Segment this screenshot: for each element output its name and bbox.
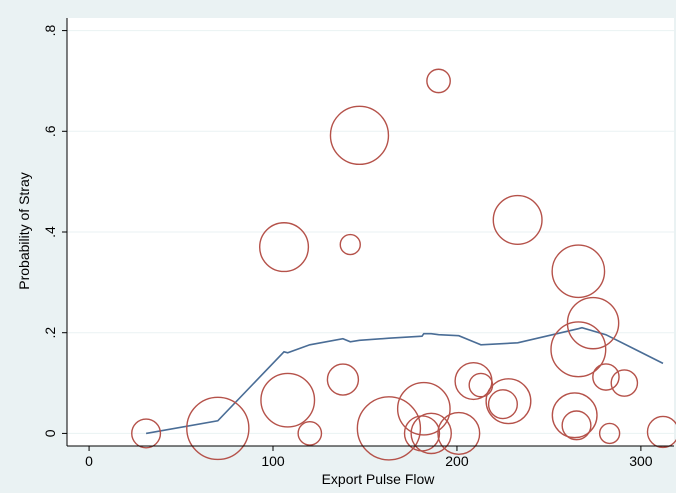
data-point-bubble [598,422,621,445]
data-point-bubble [487,389,518,420]
data-point-bubble [260,372,316,428]
gridlines [67,30,674,434]
data-point-bubble [426,68,451,94]
data-point-bubble [551,392,598,439]
y-tick-label: .6 [42,125,58,137]
data-point-bubble [297,421,323,446]
bubble-layer [131,68,676,461]
fitted-line [145,326,664,435]
data-point-bubble [592,363,620,391]
axes: 0 .2 .4 .6 .8 0 100 200 300 [42,18,674,469]
data-point-bubble [356,396,422,461]
y-axis-title: Probability of Stray [16,172,32,290]
x-tick-label: 100 [261,453,285,469]
data-point-bubble [326,363,360,396]
data-point-bubble [329,105,390,166]
data-point-bubble [492,194,543,245]
data-point-bubble [551,244,606,299]
data-point-bubble [186,396,250,461]
data-point-bubble [131,418,162,449]
y-tick-label: .8 [42,25,58,37]
data-point-bubble [646,415,676,449]
y-tick-label: .4 [42,226,58,238]
data-point-bubble [258,222,310,273]
data-point-bubble [410,412,452,455]
data-point-bubble [566,296,620,350]
y-tick-label: 0 [42,429,58,437]
data-point-bubble [339,233,361,256]
data-point-bubble [396,381,451,436]
data-point-bubble [485,378,532,425]
data-point-bubble [561,410,592,441]
fitted-line-layer [145,326,664,435]
x-tick-label: 200 [445,453,469,469]
data-point-bubble [610,369,639,397]
data-point-bubble [550,321,607,378]
data-point-bubble [437,411,481,455]
x-tick-label: 0 [85,453,93,469]
y-tick-label: .2 [42,327,58,339]
x-tick-label: 300 [629,453,653,469]
x-axis-title: Export Pulse Flow [322,471,436,487]
